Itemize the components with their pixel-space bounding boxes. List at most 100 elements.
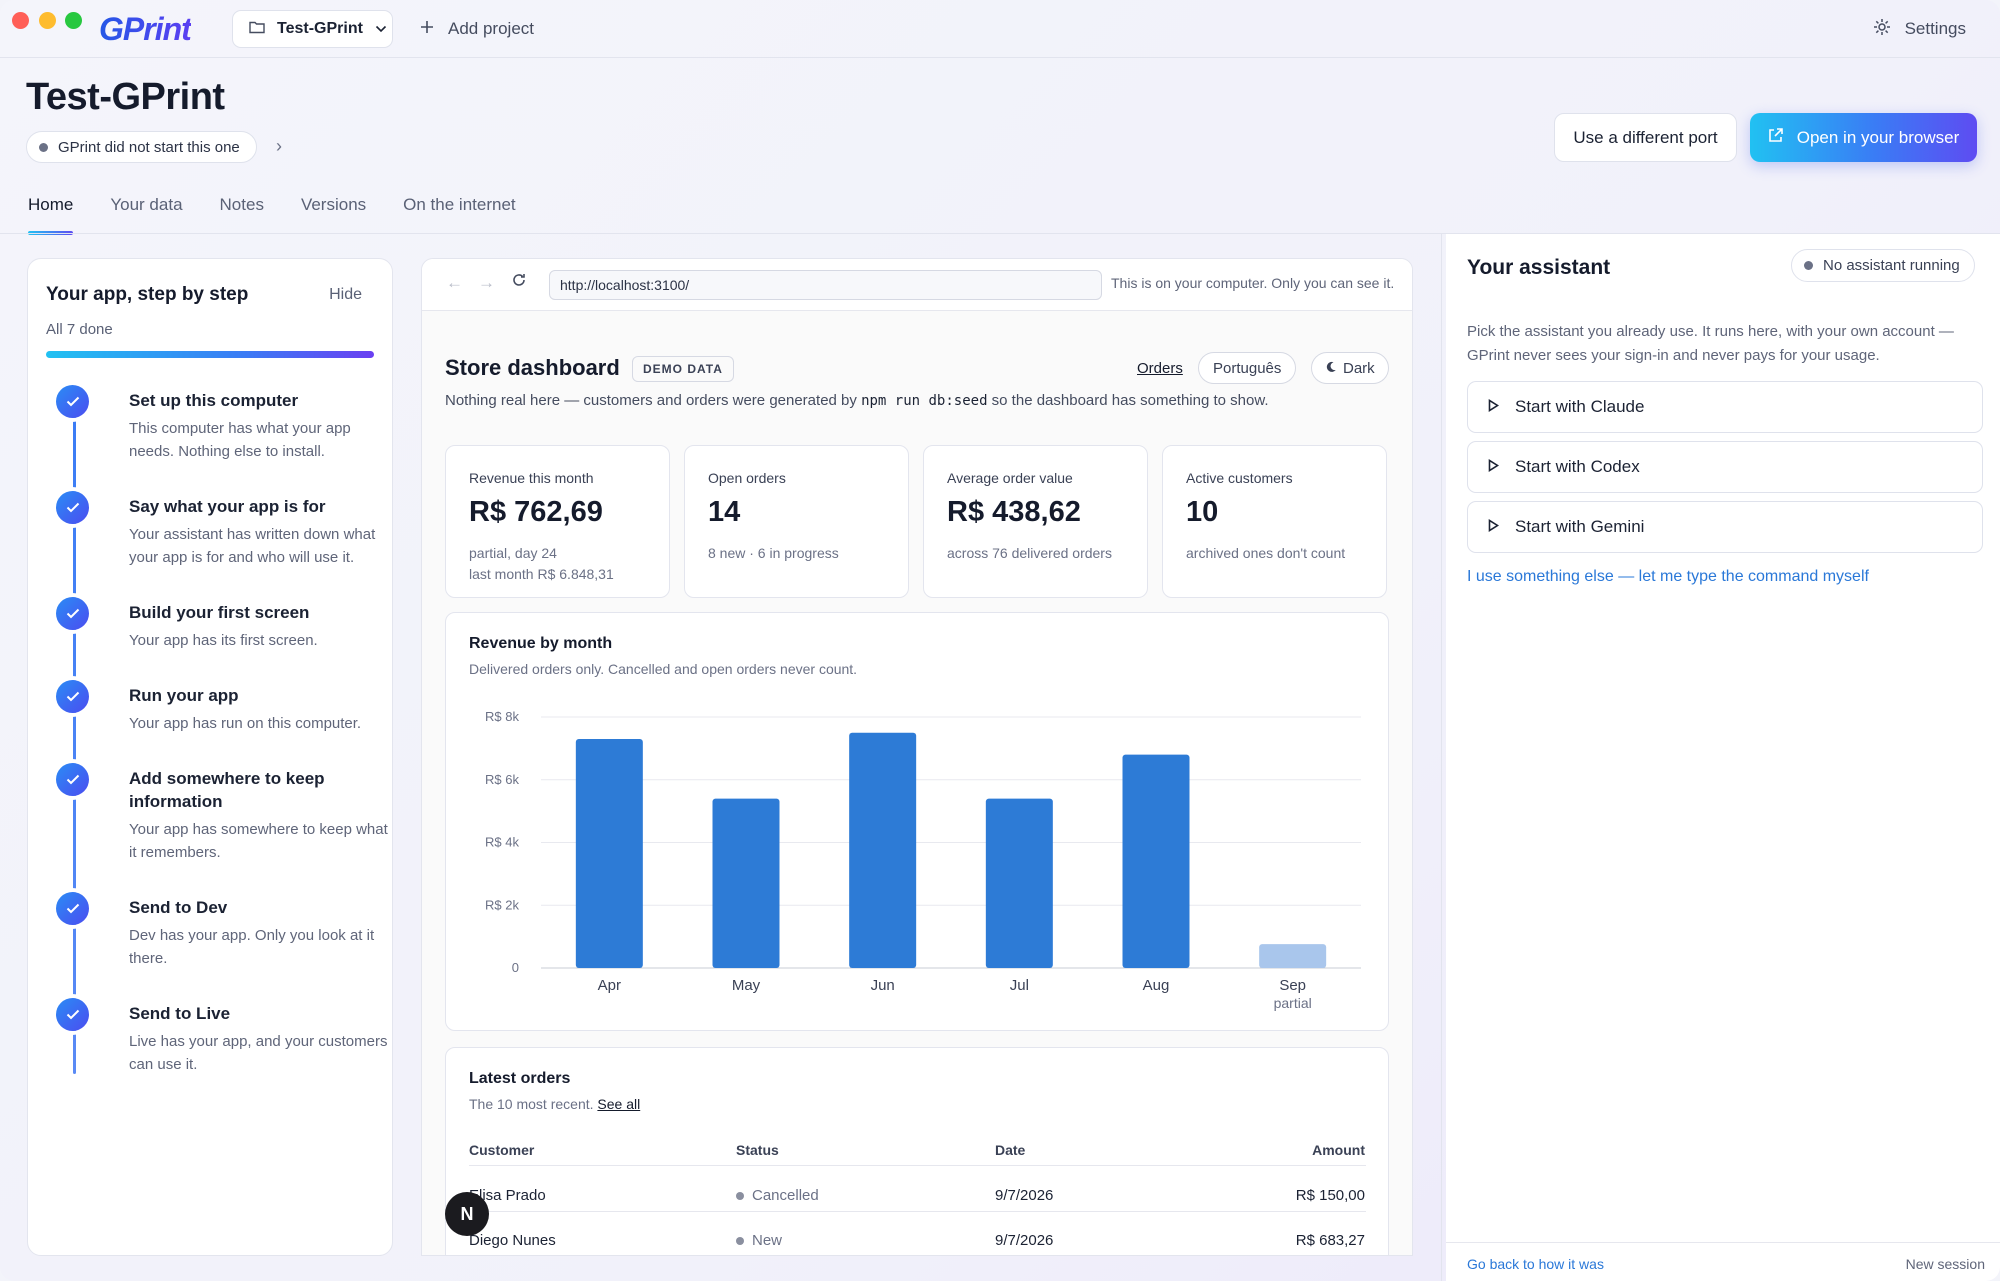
dark-mode-toggle[interactable]: Dark — [1311, 352, 1389, 384]
order-date: 9/7/2026 — [995, 1232, 1054, 1249]
revenue-bar-chart: 0 R$ 2k R$ 4k R$ 6k R$ 8k Apr May Jun Jul Aug Sepp… — [485, 709, 1361, 1011]
step-title: Send to Dev — [129, 898, 228, 917]
chart-bar — [985, 798, 1053, 968]
dark-mode-label: Dark — [1343, 359, 1375, 377]
order-status-label: Cancelled — [752, 1187, 819, 1204]
tab-your-data[interactable]: Your data — [110, 195, 183, 214]
custom-command-link[interactable]: I use something else — let me type the c… — [1467, 568, 1869, 585]
forward-arrow-icon[interactable]: → — [478, 273, 495, 292]
assistant-status-text: No assistant running — [1823, 257, 1960, 274]
reload-icon[interactable] — [511, 272, 527, 293]
settings-button[interactable]: Settings — [1873, 10, 1966, 48]
page-title: Test-GPrint — [26, 76, 225, 118]
revert-link[interactable]: Go back to how it was — [1467, 1256, 1604, 1272]
step-title: Add somewhere to keep information — [129, 769, 325, 811]
main-tabs: Home Your data Notes Versions On the int… — [28, 192, 516, 235]
kpi-value: R$ 438,62 — [947, 496, 1081, 528]
dev-tools-button[interactable]: N — [445, 1192, 489, 1236]
chart-x-tick-label: May — [732, 977, 761, 994]
kpi-card-open-orders: Open orders 14 8 new · 6 in progress — [684, 445, 909, 598]
start-claude-label: Start with Claude — [1515, 397, 1645, 416]
project-select[interactable]: Test-GPrint — [232, 10, 393, 48]
column-header-amount[interactable]: Amount — [1312, 1142, 1365, 1158]
step-title: Say what your app is for — [129, 497, 326, 516]
folder-icon — [249, 20, 265, 39]
start-claude-button[interactable]: Start with Claude — [1467, 381, 1983, 433]
chart-title: Revenue by month — [469, 635, 613, 652]
step-title: Run your app — [129, 686, 239, 705]
kpi-value: 10 — [1186, 496, 1219, 528]
external-link-icon — [1768, 127, 1783, 148]
project-select-label: Test-GPrint — [277, 20, 363, 37]
server-status-badge[interactable]: GPrint did not start this one — [26, 131, 257, 163]
tab-home[interactable]: Home — [28, 192, 74, 235]
steps-progress-bar — [46, 351, 374, 358]
chevron-right-icon[interactable]: › — [276, 136, 282, 156]
check-icon — [56, 385, 89, 418]
assistant-title: Your assistant — [1467, 256, 1611, 279]
footer-divider — [1446, 1242, 2000, 1243]
revenue-chart-card: Revenue by month Delivered orders only. … — [445, 612, 1389, 1031]
step-description: Your app has its first screen. — [129, 632, 318, 649]
chart-bar — [1259, 944, 1327, 968]
tab-versions[interactable]: Versions — [300, 195, 367, 214]
tab-notes[interactable]: Notes — [219, 195, 264, 214]
kpi-label: Active customers — [1186, 470, 1293, 486]
chart-x-tick-label: Sep — [1279, 977, 1306, 994]
demo-data-badge: DEMO DATA — [632, 356, 734, 382]
back-arrow-icon[interactable]: ← — [446, 273, 463, 292]
column-header-date[interactable]: Date — [995, 1142, 1026, 1158]
kpi-value: R$ 762,69 — [469, 496, 603, 528]
steps-progress-label: All 7 done — [46, 321, 113, 338]
play-icon — [1488, 397, 1500, 417]
hide-steps-button[interactable]: Hide — [329, 286, 362, 303]
panel-divider[interactable] — [1441, 234, 1442, 1281]
step-description: Dev has your app. Only you look at it th… — [129, 927, 375, 967]
browser-toolbar: ← → This is on your computer. Only you c… — [422, 259, 1412, 311]
step-description: Your app has run on this computer. — [129, 715, 362, 732]
url-input[interactable] — [549, 270, 1102, 300]
server-status-text: GPrint did not start this one — [58, 138, 240, 156]
steps-card: Your app, step by step Hide All 7 done S… — [27, 258, 393, 1256]
order-status: New — [736, 1232, 782, 1249]
orders-subtitle: The 10 most recent. See all — [469, 1096, 640, 1112]
start-codex-button[interactable]: Start with Codex — [1467, 441, 1983, 493]
chart-y-tick-label: R$ 8k — [485, 709, 519, 724]
check-icon — [56, 763, 89, 796]
maximize-window-button[interactable] — [65, 12, 82, 29]
seed-command: npm run db:seed — [861, 393, 988, 409]
use-different-port-button[interactable]: Use a different port — [1554, 113, 1737, 162]
order-amount: R$ 150,00 — [1295, 1187, 1365, 1204]
play-icon — [1488, 517, 1500, 537]
column-header-customer[interactable]: Customer — [469, 1142, 535, 1158]
kpi-label: Revenue this month — [469, 470, 594, 486]
moon-icon — [1325, 360, 1337, 377]
new-session-button[interactable]: New session — [1905, 1256, 1985, 1272]
assistant-description: Pick the assistant you already use. It r… — [1467, 323, 1954, 364]
order-amount: R$ 683,27 — [1295, 1232, 1365, 1249]
language-toggle[interactable]: Português — [1198, 352, 1297, 384]
tab-on-the-internet[interactable]: On the internet — [403, 195, 516, 214]
tabs-divider — [0, 233, 2000, 234]
orders-title: Latest orders — [469, 1070, 571, 1087]
kpi-card-average-order: Average order value R$ 438,62 across 76 … — [923, 445, 1148, 598]
table-divider — [469, 1165, 1366, 1166]
check-icon — [56, 680, 89, 713]
see-all-link[interactable]: See all — [597, 1096, 641, 1112]
chart-y-tick-label: R$ 4k — [485, 835, 519, 850]
add-project-button[interactable]: Add project — [420, 10, 534, 48]
close-window-button[interactable] — [12, 12, 29, 29]
assistant-panel: Your assistant No assistant running Pick… — [1446, 234, 2000, 1281]
chart-x-tick-label: Aug — [1143, 977, 1170, 994]
open-in-browser-button[interactable]: Open in your browser — [1750, 113, 1977, 162]
order-customer: Elisa Prado — [469, 1187, 546, 1204]
column-header-status[interactable]: Status — [736, 1142, 779, 1158]
orders-link[interactable]: Orders — [1137, 360, 1183, 377]
chevron-down-icon — [375, 20, 387, 38]
minimize-window-button[interactable] — [39, 12, 56, 29]
chart-x-tick-label: Apr — [598, 977, 621, 994]
step-description: Your app has somewhere to keep what it r… — [129, 821, 388, 861]
status-dot-icon — [736, 1236, 744, 1245]
start-gemini-button[interactable]: Start with Gemini — [1467, 501, 1983, 553]
order-status: Cancelled — [736, 1187, 819, 1204]
